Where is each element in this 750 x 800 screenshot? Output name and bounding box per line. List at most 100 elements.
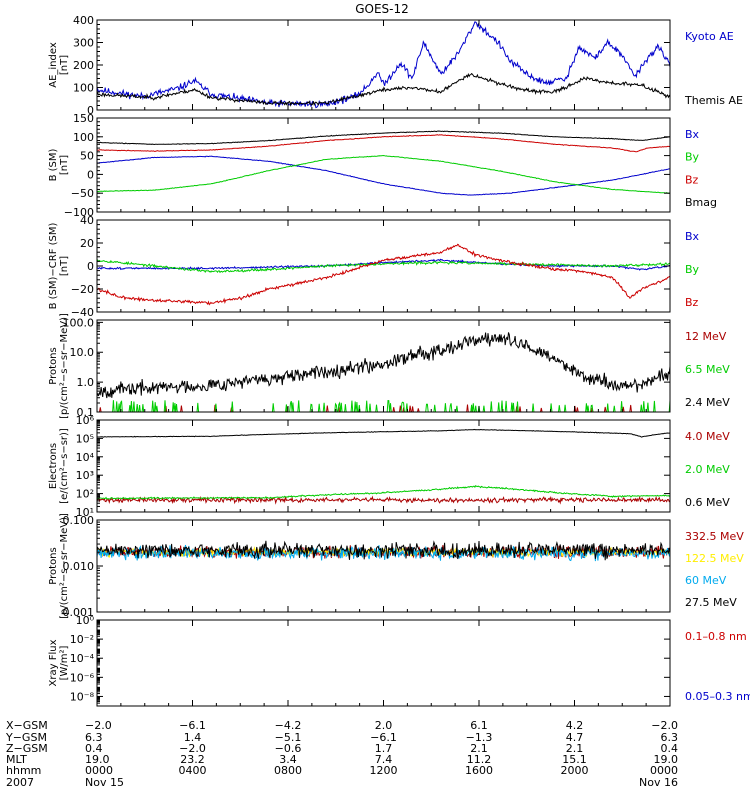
bsm-ytick-label: 50 [80, 150, 94, 163]
bsm-series-3-line [97, 130, 670, 146]
electrons-ylabel: Electrons [48, 443, 59, 489]
axis-row-label: Y−GSM [5, 731, 47, 744]
bdiff-series-1-line [97, 259, 670, 274]
ae-traces [97, 21, 670, 109]
bdiff-legend-0: Bx [685, 230, 700, 243]
protons1-ytick-label: 10.0 [70, 346, 95, 359]
electrons-legend-2: 0.6 MeV [685, 496, 730, 509]
axis-tick-value: 2.1 [470, 742, 488, 755]
panel-protons1: 0.1 1.0 10.0 100.0 Protons [p/(cm²−s−sr−MeV)]… [48, 313, 730, 419]
bsm-ylabel: [nT] [59, 155, 70, 175]
electrons-ytick-label: 10¹ [76, 506, 94, 519]
protons2-ylabel: Protons [48, 547, 59, 584]
bsm-legend-1: By [685, 151, 700, 164]
x-axis-ephemeris: X−GSMY−GSMZ−GSMMLThhmm2007−2.06.30.419.0… [5, 719, 678, 789]
axis-tick-value: −0.6 [275, 742, 302, 755]
electrons-ytick-label: 10² [76, 488, 94, 501]
bdiff-ylabel: [nT] [59, 256, 70, 276]
bdiff-traces [97, 243, 670, 306]
bsm-series-0-line [97, 155, 670, 196]
bdiff-ylabel: B (SM)−CRF (SM) [48, 222, 59, 309]
xray-legend-1: 0.05–0.3 nm [685, 690, 750, 703]
electrons-ytick-label: 10⁶ [76, 414, 95, 427]
axis-tick-value: 1.4 [184, 731, 202, 744]
axis-tick-value: 6.1 [470, 719, 488, 732]
axis-tick-value: −6.1 [179, 719, 206, 732]
bdiff-ytick-label: −40 [71, 306, 94, 319]
electrons-ytick-label: 10⁴ [76, 451, 95, 464]
axis-tick-value: 0000 [650, 764, 678, 777]
ae-legend-1: Themis AE [684, 94, 743, 107]
ae-ytick-label: 0 [87, 104, 94, 117]
axis-tick-value: 4.7 [566, 731, 584, 744]
axis-tick-value: 0000 [85, 764, 113, 777]
bsm-series-2-line [97, 134, 670, 153]
panel-xray: 10⁻⁸ 10⁻⁶ 10⁻⁴ 10⁻² 10⁰ Xray Flux [W/m²] 0.1–0.… [48, 614, 750, 707]
bsm-ytick-label: 150 [73, 112, 94, 125]
bdiff-series-2-line [97, 243, 670, 306]
ae-series-1-line [97, 72, 670, 107]
ae-ylabel: AE_index [48, 42, 59, 88]
electrons-legend-1: 2.0 MeV [685, 463, 730, 476]
axis-tick-value: Nov 16 [639, 776, 678, 789]
bdiff-ytick-label: −20 [71, 283, 94, 296]
protons2-traces [97, 540, 670, 562]
protons2-legend-1: 122.5 MeV [685, 552, 744, 565]
protons1-ytick-label: 100.0 [63, 316, 95, 329]
bsm-ytick-label: −50 [71, 187, 94, 200]
bsm-traces [97, 130, 670, 196]
bdiff-ytick-label: 0 [87, 260, 94, 273]
axis-row-label: MLT [6, 753, 27, 766]
electrons-series-0-line [97, 495, 670, 505]
axis-tick-value: 2.0 [375, 719, 393, 732]
axis-tick-value: 6.3 [661, 731, 679, 744]
ae-legend-0: Kyoto AE [685, 30, 734, 43]
panel-protons2: 0.001 0.010 0.100 Protons [p/(cm²−s−sr−MeV)]… [48, 513, 744, 619]
axis-tick-value: −6.1 [370, 731, 397, 744]
bsm-series-1-line [97, 154, 670, 194]
ae-ylabel: [nT] [59, 55, 70, 75]
xray-ytick-label: 10⁻⁶ [70, 671, 95, 684]
xray-ytick-label: 10⁻² [70, 633, 94, 646]
panel-ae: 0 100 200 300 400 AE_index [nT] Kyoto AE Themis … [48, 14, 743, 117]
xray-ylabel: Xray Flux [48, 639, 59, 686]
axis-tick-value: 2000 [561, 764, 589, 777]
bsm-legend-0: Bx [685, 128, 700, 141]
axis-tick-value: 11.2 [467, 753, 492, 766]
axis-tick-value: −4.2 [275, 719, 302, 732]
axis-tick-value: 7.4 [375, 753, 393, 766]
figure-title: GOES-12 [355, 2, 409, 16]
axis-row-label: 2007 [6, 776, 34, 789]
ae-ytick-label: 400 [73, 14, 94, 27]
bsm-legend-2: Bz [685, 173, 699, 186]
bsm-ytick-label: 0 [87, 168, 94, 181]
bsm-frame [96, 117, 671, 213]
panel-bsm: −100 −50 0 50 100 150 B (SM) [nT] Bx By Bz Bmag [48, 112, 717, 219]
protons2-series-3-line [97, 540, 670, 561]
axis-tick-value: 15.1 [562, 753, 587, 766]
protons2-legend-3: 27.5 MeV [685, 596, 737, 609]
protons2-legend-2: 60 MeV [685, 574, 727, 587]
bdiff-legend-2: Bz [685, 296, 699, 309]
xray-ytick-label: 10⁰ [76, 614, 95, 627]
protons1-series-2-line [97, 332, 670, 399]
xray-ytick-label: 10⁻⁴ [70, 652, 95, 665]
electrons-ytick-label: 10⁵ [76, 432, 94, 445]
axis-tick-value: −5.1 [275, 731, 302, 744]
axis-row-label: X−GSM [6, 719, 48, 732]
protons1-ytick-label: 1.0 [77, 376, 95, 389]
axis-tick-value: −2.0 [85, 719, 112, 732]
xray-legend-0: 0.1–0.8 nm [685, 630, 747, 643]
bdiff-legend-1: By [685, 263, 700, 276]
electrons-series-2-line [97, 428, 670, 438]
axis-row-label: Z−GSM [6, 742, 48, 755]
protons2-ytick-label: 0.001 [63, 606, 95, 619]
protons1-ylabel: Protons [48, 347, 59, 384]
protons1-legend-1: 6.5 MeV [685, 363, 730, 376]
panel-bdiff: −40 −20 0 20 40 B (SM)−CRF (SM) [nT] Bx By Bz [48, 214, 700, 319]
protons2-frame [96, 519, 671, 613]
electrons-legend-0: 4.0 MeV [685, 430, 730, 443]
ae-ytick-label: 200 [73, 59, 94, 72]
